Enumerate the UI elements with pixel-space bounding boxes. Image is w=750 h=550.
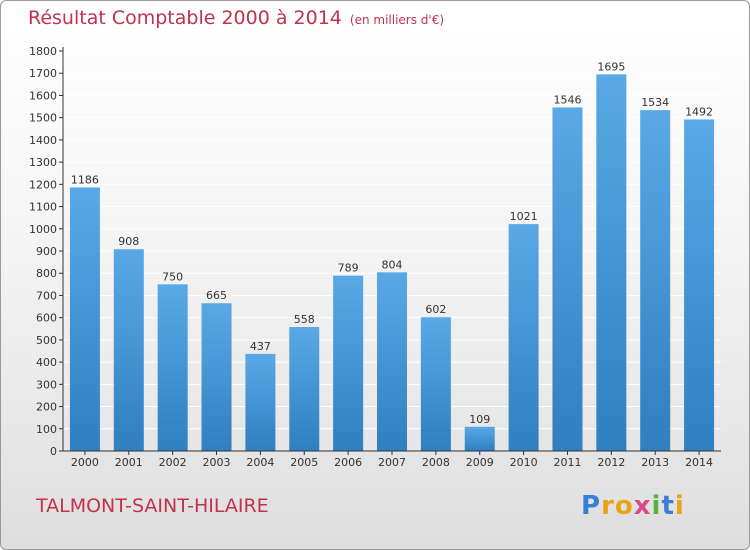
y-tick-label: 1700 — [29, 67, 57, 80]
x-tick-label: 2011 — [553, 456, 581, 469]
x-tick-label: 2012 — [597, 456, 625, 469]
bar — [464, 426, 495, 451]
logo-letter: i — [674, 491, 685, 521]
data-label: 1492 — [685, 105, 713, 118]
data-label: 109 — [469, 413, 490, 426]
bar — [508, 224, 539, 451]
y-tick-label: 100 — [36, 423, 57, 436]
y-tick-label: 300 — [36, 378, 57, 391]
y-tick-label: 1200 — [29, 178, 57, 191]
data-label: 1186 — [71, 173, 99, 186]
bar — [69, 187, 100, 451]
bar — [201, 303, 232, 451]
x-tick-label: 2006 — [334, 456, 362, 469]
data-label: 437 — [250, 340, 271, 353]
y-tick-label: 1600 — [29, 89, 57, 102]
bar — [157, 284, 188, 451]
y-tick-label: 800 — [36, 267, 57, 280]
x-tick-label: 2005 — [290, 456, 318, 469]
y-tick-label: 400 — [36, 356, 57, 369]
data-label: 1546 — [553, 93, 581, 106]
bar — [596, 74, 627, 451]
bar — [333, 275, 364, 451]
bar — [552, 107, 583, 451]
y-tick-label: 700 — [36, 289, 57, 302]
proxiti-logo: Proxiti — [581, 491, 685, 521]
bar — [377, 272, 407, 451]
data-label: 602 — [425, 303, 446, 316]
data-label: 1695 — [597, 60, 625, 73]
bar — [113, 249, 144, 451]
logo-letter: r — [601, 491, 615, 521]
x-tick-label: 2001 — [115, 456, 143, 469]
x-tick-label: 2004 — [246, 456, 274, 469]
bar — [289, 327, 320, 451]
y-tick-label: 500 — [36, 334, 57, 347]
x-tick-label: 2003 — [203, 456, 231, 469]
y-tick-label: 1300 — [29, 156, 57, 169]
y-tick-label: 1400 — [29, 134, 57, 147]
y-tick-label: 0 — [50, 445, 57, 458]
data-label: 558 — [294, 313, 315, 326]
data-label: 908 — [118, 235, 139, 248]
data-label: 1021 — [510, 210, 538, 223]
data-label: 1534 — [641, 96, 669, 109]
logo-letter: P — [581, 491, 602, 521]
y-tick-label: 1000 — [29, 223, 57, 236]
data-label: 750 — [162, 270, 183, 283]
x-tick-label: 2002 — [159, 456, 187, 469]
y-tick-label: 900 — [36, 245, 57, 258]
data-label: 789 — [338, 262, 359, 275]
x-tick-label: 2013 — [641, 456, 669, 469]
logo-letter: x — [633, 491, 652, 521]
bar — [640, 110, 671, 451]
data-label: 804 — [382, 258, 403, 271]
logo-letter: t — [661, 491, 675, 521]
commune-name: TALMONT-SAINT-HILAIRE — [36, 495, 269, 517]
bar — [245, 353, 276, 451]
bar — [684, 119, 715, 451]
chart-title-text: Résultat Comptable 2000 à 2014 — [28, 7, 342, 29]
x-tick-label: 2007 — [378, 456, 406, 469]
logo-letter: o — [614, 491, 634, 521]
x-tick-label: 2014 — [685, 456, 713, 469]
chart-title: Résultat Comptable 2000 à 2014 (en millie… — [28, 7, 444, 29]
x-tick-label: 2009 — [466, 456, 494, 469]
y-tick-label: 200 — [36, 401, 57, 414]
y-tick-label: 1500 — [29, 112, 57, 125]
bar — [420, 317, 451, 451]
data-label: 665 — [206, 289, 227, 302]
x-tick-label: 2000 — [71, 456, 99, 469]
logo-letter: i — [651, 491, 662, 521]
x-tick-label: 2008 — [422, 456, 450, 469]
x-tick-label: 2010 — [510, 456, 538, 469]
unit-label: (en milliers d'€) — [349, 13, 445, 27]
y-tick-label: 1800 — [29, 45, 57, 58]
y-tick-label: 600 — [36, 312, 57, 325]
y-tick-label: 1100 — [29, 201, 57, 214]
